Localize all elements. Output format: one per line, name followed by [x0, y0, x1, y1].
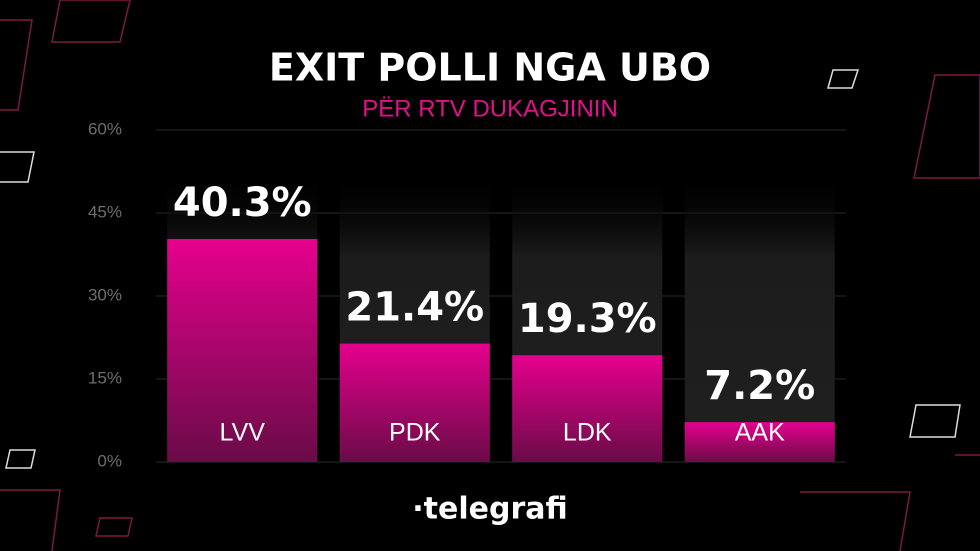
- y-tick-label: 45%: [88, 202, 122, 221]
- y-tick-label: 0%: [97, 451, 122, 470]
- bar: [167, 239, 318, 462]
- y-tick-label: 15%: [88, 368, 122, 387]
- data-label: 40.3%: [173, 180, 312, 226]
- data-label: 7.2%: [704, 363, 815, 409]
- data-label: 19.3%: [518, 296, 657, 342]
- bar: [512, 355, 663, 462]
- chart-title: EXIT POLLI NGA UBO: [269, 46, 711, 90]
- chart-subtitle: PËR RTV DUKAGJININ: [362, 95, 618, 122]
- data-label: 21.4%: [345, 285, 484, 331]
- x-tick-label: PDK: [389, 419, 441, 447]
- bar: [684, 422, 835, 462]
- y-tick-label: 60%: [88, 119, 122, 138]
- brand-logo: ·telegrafi: [412, 492, 567, 527]
- x-tick-label: LVV: [220, 419, 266, 447]
- y-tick-label: 30%: [88, 285, 122, 304]
- x-tick-label: AAK: [735, 419, 785, 447]
- x-tick-label: LDK: [563, 419, 612, 447]
- bar: [339, 343, 490, 462]
- bar-slot: [684, 170, 835, 462]
